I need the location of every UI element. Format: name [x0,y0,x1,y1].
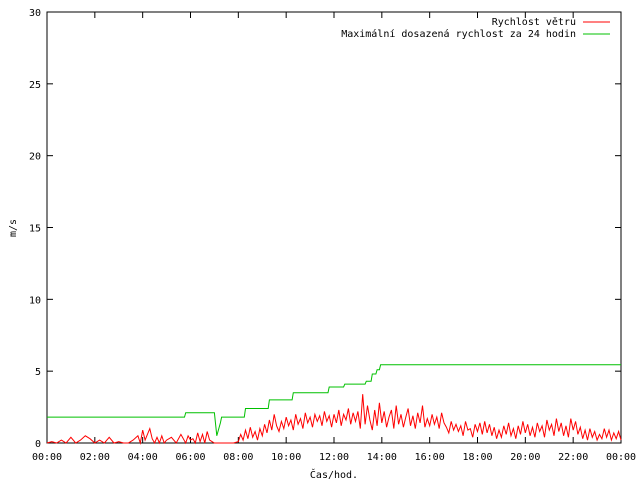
series-line-0 [46,394,622,445]
x-tick-label-9: 18:00 [462,452,492,463]
y-tick-label-6: 30 [29,8,41,19]
y-axis: 0 5 10 15 20 25 30 [29,8,621,450]
x-tick-label-6: 12:00 [319,452,349,463]
x-tick-label-11: 22:00 [558,452,588,463]
series-layer [46,364,622,445]
x-tick-label-4: 08:00 [223,452,253,463]
x-tick-label-1: 02:00 [80,452,110,463]
y-tick-label-5: 25 [29,80,41,91]
x-tick-label-3: 06:00 [175,452,205,463]
x-tick-label-8: 16:00 [415,452,445,463]
y-tick-label-3: 15 [29,224,41,235]
y-tick-label-1: 5 [35,367,41,378]
x-axis: 00:00 02:00 04:00 06:00 08:00 10:00 12:00 14:00… [32,12,636,463]
x-axis-label: Čas/hod. [310,468,358,480]
x-tick-label-10: 20:00 [510,452,540,463]
y-axis-label: m/s [8,219,19,237]
x-tick-label-12: 00:00 [606,452,636,463]
x-tick-label-7: 14:00 [367,452,397,463]
y-tick-label-4: 20 [29,152,41,163]
legend-label-1: Maximální dosazená rychlost za 24 hodin [341,28,576,40]
series-line-1 [47,364,621,436]
y-tick-label-0: 0 [35,439,41,450]
x-tick-label-5: 10:00 [271,452,301,463]
plot-frame [46,11,622,444]
legend-label-0: Rychlost větru [492,16,576,28]
x-tick-label-0: 00:00 [32,452,62,463]
x-tick-label-2: 04:00 [128,452,158,463]
y-tick-label-2: 10 [29,295,41,306]
